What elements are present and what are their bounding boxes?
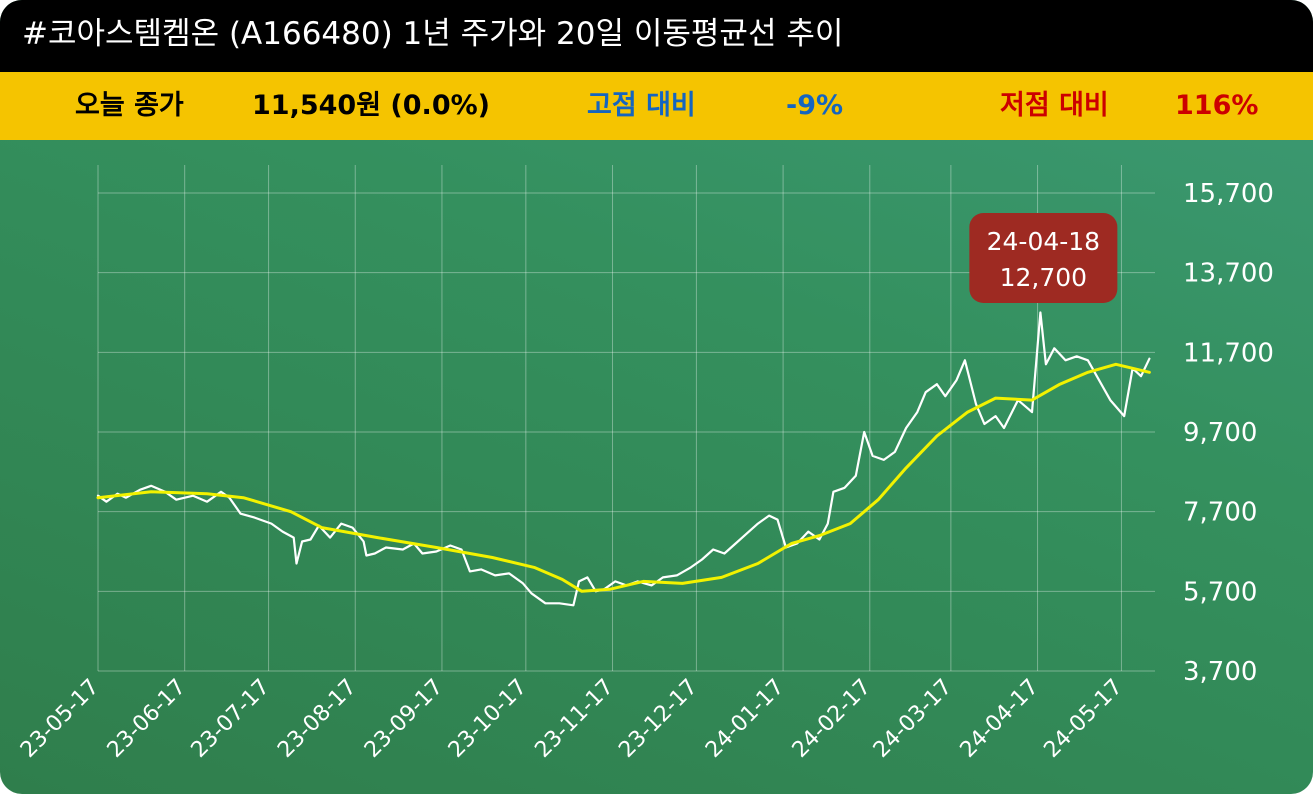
tooltip-date: 24-04-18 [987, 227, 1100, 256]
close-value: 11,540원 (0.0%) [252, 90, 490, 121]
x-tick-label: 24-04-17 [956, 675, 1044, 763]
x-tick-label: 24-01-17 [701, 675, 789, 763]
x-tick-label: 23-07-17 [187, 675, 275, 763]
x-tick-label: 23-10-17 [444, 675, 532, 763]
low-compare-label: 저점 대비 [1000, 90, 1109, 121]
x-tick-label: 23-11-17 [530, 675, 618, 763]
y-tick-label: 13,700 [1183, 259, 1274, 289]
price-line [96, 311, 1151, 607]
x-tick-label: 23-12-17 [614, 675, 702, 763]
page-title: #코아스템켐온 (A166480) 1년 주가와 20일 이동평균선 추이 [22, 16, 844, 52]
y-tick-label: 11,700 [1183, 338, 1274, 368]
x-tick-label: 24-02-17 [788, 675, 876, 763]
y-tick-label: 7,700 [1183, 498, 1257, 528]
low-compare-value: 116% [1175, 90, 1259, 121]
x-tick-label: 23-06-17 [103, 675, 191, 763]
x-tick-label: 24-03-17 [869, 675, 957, 763]
peak-tooltip: 24-04-18 12,700 [969, 213, 1118, 303]
y-axis: 15,700 13,700 11,700 9,700 7,700 5,700 3,700 [1183, 179, 1274, 687]
high-compare-value: -9% [786, 90, 844, 121]
x-tick-label: 23-09-17 [360, 675, 448, 763]
info-bar: 오늘 종가 11,540원 (0.0%) 고점 대비 -9% 저점 대비 116… [0, 72, 1313, 140]
y-tick-label: 3,700 [1183, 657, 1257, 687]
x-tick-label: 23-08-17 [273, 675, 361, 763]
x-tick-label: 23-05-17 [16, 675, 104, 763]
y-tick-label: 5,700 [1183, 577, 1257, 607]
ma20-line [96, 362, 1151, 593]
series-layer [96, 311, 1151, 607]
y-tick-label: 15,700 [1183, 179, 1274, 209]
tooltip-box [969, 213, 1118, 303]
high-compare-label: 고점 대비 [587, 90, 696, 121]
tooltip-value: 12,700 [1000, 263, 1087, 292]
close-label: 오늘 종가 [75, 90, 184, 121]
x-axis: 23-05-1723-06-1723-07-1723-08-1723-09-17… [16, 675, 1128, 763]
title-bar: #코아스템켐온 (A166480) 1년 주가와 20일 이동평균선 추이 [0, 0, 1313, 72]
x-tick-label: 24-05-17 [1039, 675, 1127, 763]
y-tick-label: 9,700 [1183, 418, 1257, 448]
